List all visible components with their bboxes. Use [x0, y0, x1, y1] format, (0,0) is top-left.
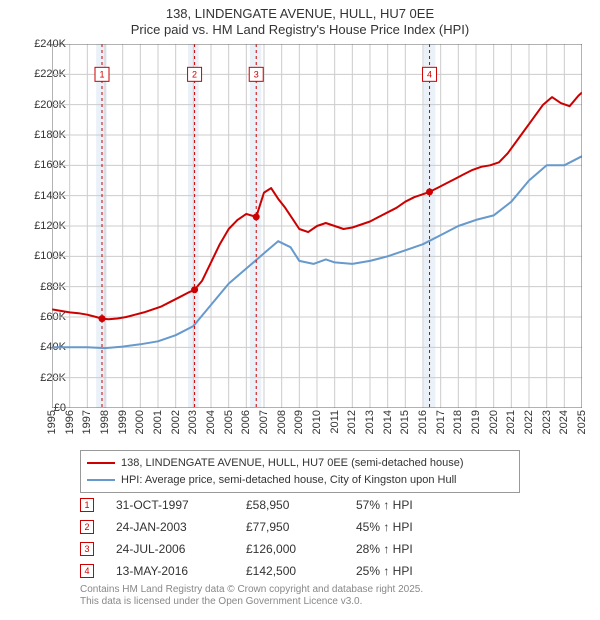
tx-row-date: 31-OCT-1997	[116, 498, 246, 512]
tx-marker-number: 3	[254, 69, 259, 79]
x-tick-label: 2022	[523, 410, 535, 434]
tx-point	[253, 213, 260, 220]
legend-swatch-hpi	[87, 479, 115, 481]
legend-item-property: 138, LINDENGATE AVENUE, HULL, HU7 0EE (s…	[87, 455, 513, 472]
legend: 138, LINDENGATE AVENUE, HULL, HU7 0EE (s…	[80, 450, 520, 493]
x-tick-label: 2019	[470, 410, 482, 434]
tx-row-price: £58,950	[246, 498, 356, 512]
tx-marker-number: 2	[192, 69, 197, 79]
figure: 138, LINDENGATE AVENUE, HULL, HU7 0EE Pr…	[0, 0, 600, 620]
footer-line-2: This data is licensed under the Open Gov…	[80, 596, 560, 608]
x-tick-label: 2010	[311, 410, 323, 434]
x-tick-label: 2007	[258, 410, 270, 434]
x-tick-label: 2003	[187, 410, 199, 434]
tx-row: 3 24-JUL-2006£126,00028% ↑ HPI	[80, 538, 520, 560]
x-tick-label: 1995	[46, 410, 58, 434]
x-tick-label: 2015	[399, 410, 411, 434]
tx-row-marker: 1	[80, 498, 94, 512]
tx-marker-number: 1	[99, 69, 104, 79]
x-tick-label: 2005	[223, 410, 235, 434]
x-tick-label: 2016	[417, 410, 429, 434]
x-tick-label: 2008	[276, 410, 288, 434]
tx-row-pct: 28% ↑ HPI	[356, 542, 476, 556]
attribution-footer: Contains HM Land Registry data © Crown c…	[80, 584, 560, 608]
legend-label-hpi: HPI: Average price, semi-detached house,…	[121, 472, 456, 489]
x-tick-label: 2014	[382, 410, 394, 434]
tx-row-price: £142,500	[246, 564, 356, 578]
tx-point	[191, 286, 198, 293]
x-tick-label: 1999	[117, 410, 129, 434]
legend-item-hpi: HPI: Average price, semi-detached house,…	[87, 472, 513, 489]
x-tick-label: 2023	[541, 410, 553, 434]
x-tick-label: 2024	[558, 410, 570, 434]
x-tick-label: 2018	[452, 410, 464, 434]
tx-row-date: 24-JUL-2006	[116, 542, 246, 556]
tx-row-price: £126,000	[246, 542, 356, 556]
x-tick-label: 2002	[170, 410, 182, 434]
x-tick-label: 1996	[64, 410, 76, 434]
x-tick-label: 2001	[152, 410, 164, 434]
x-tick-label: 2021	[505, 410, 517, 434]
title-line-2: Price paid vs. HM Land Registry's House …	[0, 22, 600, 38]
x-tick-label: 2000	[134, 410, 146, 434]
line-chart: 1 2 3 4	[52, 44, 582, 408]
legend-swatch-property	[87, 462, 115, 464]
tx-marker-number: 4	[427, 69, 432, 79]
x-tick-label: 2006	[240, 410, 252, 434]
tx-point	[98, 315, 105, 322]
tx-row-pct: 57% ↑ HPI	[356, 498, 476, 512]
tx-point	[426, 188, 433, 195]
x-tick-label: 1998	[99, 410, 111, 434]
footer-line-1: Contains HM Land Registry data © Crown c…	[80, 584, 560, 596]
x-tick-label: 2012	[346, 410, 358, 434]
tx-row-price: £77,950	[246, 520, 356, 534]
tx-row-pct: 25% ↑ HPI	[356, 564, 476, 578]
tx-row: 4 13-MAY-2016£142,50025% ↑ HPI	[80, 560, 520, 582]
tx-row-date: 13-MAY-2016	[116, 564, 246, 578]
tx-row-pct: 45% ↑ HPI	[356, 520, 476, 534]
tx-row: 1 31-OCT-1997£58,95057% ↑ HPI	[80, 494, 520, 516]
tx-row-marker: 3	[80, 542, 94, 556]
x-tick-label: 2025	[576, 410, 588, 434]
chart-title: 138, LINDENGATE AVENUE, HULL, HU7 0EE Pr…	[0, 0, 600, 39]
x-tick-label: 2009	[293, 410, 305, 434]
tx-row: 2 24-JAN-2003£77,95045% ↑ HPI	[80, 516, 520, 538]
tx-row-date: 24-JAN-2003	[116, 520, 246, 534]
x-tick-label: 2004	[205, 410, 217, 434]
transactions-table: 1 31-OCT-1997£58,95057% ↑ HPI 2 24-JAN-2003…	[80, 494, 520, 582]
legend-label-property: 138, LINDENGATE AVENUE, HULL, HU7 0EE (s…	[121, 455, 464, 472]
tx-row-marker: 4	[80, 564, 94, 578]
x-tick-label: 1997	[81, 410, 93, 434]
title-line-1: 138, LINDENGATE AVENUE, HULL, HU7 0EE	[0, 6, 600, 22]
tx-row-marker: 2	[80, 520, 94, 534]
x-tick-label: 2013	[364, 410, 376, 434]
x-tick-label: 2011	[329, 410, 341, 434]
x-tick-label: 2017	[435, 410, 447, 434]
x-tick-label: 2020	[488, 410, 500, 434]
